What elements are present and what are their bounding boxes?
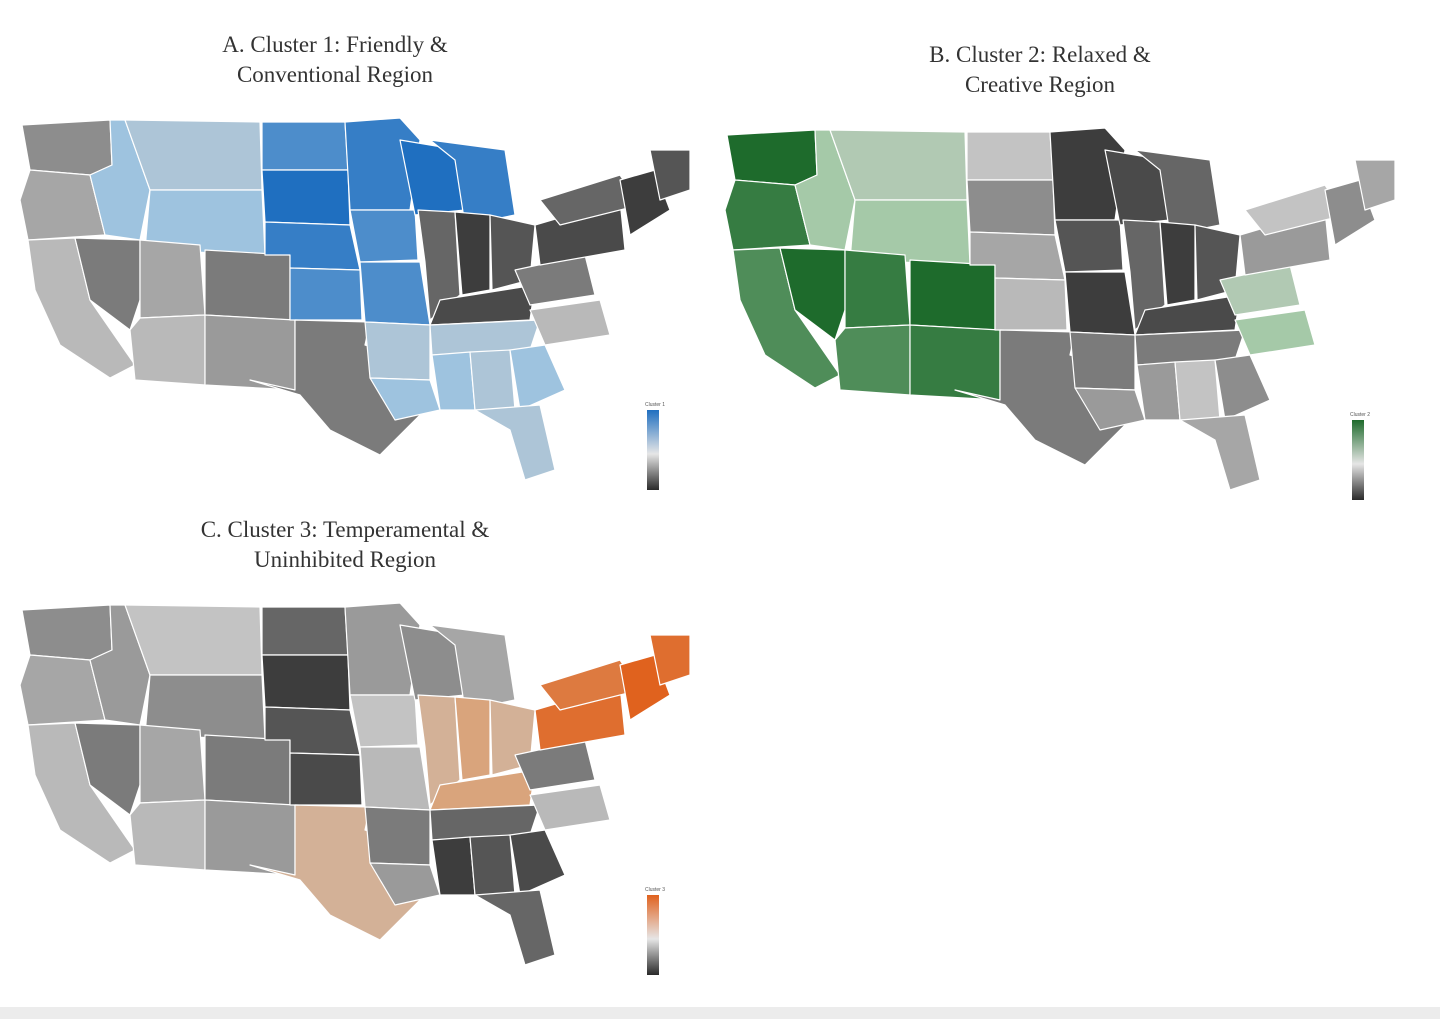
legend-title: Cluster 1 xyxy=(645,402,665,408)
state-region xyxy=(1214,354,1271,421)
color-legend: Cluster 1 xyxy=(645,402,665,490)
panel-cluster-2: B. Cluster 2: Relaxed & Creative Region … xyxy=(705,10,1425,510)
state-region xyxy=(364,321,431,381)
state-region xyxy=(474,889,556,966)
state-region xyxy=(289,267,363,321)
state-region xyxy=(204,314,296,391)
state-region xyxy=(529,299,611,346)
state-region xyxy=(834,324,911,396)
state-region xyxy=(1159,221,1196,306)
footer-bar xyxy=(0,1007,1440,1019)
state-region xyxy=(779,247,846,341)
state-region xyxy=(129,314,206,386)
panel-cluster-1: A. Cluster 1: Friendly & Conventional Re… xyxy=(0,0,720,500)
state-region xyxy=(1136,361,1181,421)
legend-gradient-bar xyxy=(647,410,659,490)
color-legend: Cluster 2 xyxy=(1350,412,1370,500)
state-region xyxy=(509,344,566,411)
state-region xyxy=(204,799,296,876)
state-region xyxy=(431,836,476,896)
state-region xyxy=(19,654,106,726)
legend-title: Cluster 3 xyxy=(645,887,665,893)
state-region xyxy=(139,724,206,804)
state-region xyxy=(204,734,291,806)
legend-gradient-bar xyxy=(1352,420,1364,500)
panel-cluster-3: C. Cluster 3: Temperamental & Uninhibite… xyxy=(0,485,720,985)
panel-title: C. Cluster 3: Temperamental & Uninhibite… xyxy=(200,517,490,572)
state-region xyxy=(289,752,363,806)
state-region xyxy=(469,834,516,896)
color-legend: Cluster 3 xyxy=(645,887,665,975)
state-region xyxy=(1064,271,1136,336)
us-map-cluster-1: Cluster 1 xyxy=(19,117,691,490)
state-region xyxy=(454,696,491,781)
state-region xyxy=(261,606,349,656)
state-region xyxy=(649,149,691,201)
state-region xyxy=(1174,359,1221,421)
state-region xyxy=(21,119,113,176)
state-region xyxy=(349,209,419,263)
state-region xyxy=(529,784,611,831)
state-region xyxy=(349,694,419,748)
state-region xyxy=(474,404,556,481)
state-region xyxy=(364,806,431,866)
state-region xyxy=(204,249,291,321)
state-region xyxy=(139,239,206,319)
state-region xyxy=(359,261,431,326)
state-region xyxy=(844,249,911,329)
state-region xyxy=(1354,159,1396,211)
state-region xyxy=(74,237,141,331)
state-region xyxy=(509,829,566,896)
state-region xyxy=(74,722,141,816)
state-region xyxy=(909,324,1001,401)
panel-title: B. Cluster 2: Relaxed & Creative Region xyxy=(929,42,1151,97)
us-map-cluster-2: Cluster 2 xyxy=(724,127,1396,500)
state-region xyxy=(966,131,1054,181)
state-region xyxy=(726,129,818,186)
state-region xyxy=(359,746,431,811)
state-region xyxy=(261,121,349,171)
state-region xyxy=(724,179,811,251)
state-region xyxy=(21,604,113,661)
state-region xyxy=(454,211,491,296)
state-region xyxy=(1179,414,1261,491)
state-region xyxy=(909,259,996,331)
state-region xyxy=(431,351,476,411)
state-region xyxy=(129,799,206,871)
state-region xyxy=(261,169,351,226)
state-region xyxy=(649,634,691,686)
legend-gradient-bar xyxy=(647,895,659,975)
panel-title: A. Cluster 1: Friendly & Conventional Re… xyxy=(222,32,448,87)
state-region xyxy=(1054,219,1124,273)
legend-title: Cluster 2 xyxy=(1350,412,1370,418)
state-region xyxy=(1234,309,1316,356)
state-region xyxy=(994,277,1068,331)
state-region xyxy=(261,654,351,711)
us-map-cluster-3: Cluster 3 xyxy=(19,602,691,975)
state-region xyxy=(966,179,1056,236)
state-region xyxy=(1069,331,1136,391)
state-region xyxy=(19,169,106,241)
state-region xyxy=(469,349,516,411)
